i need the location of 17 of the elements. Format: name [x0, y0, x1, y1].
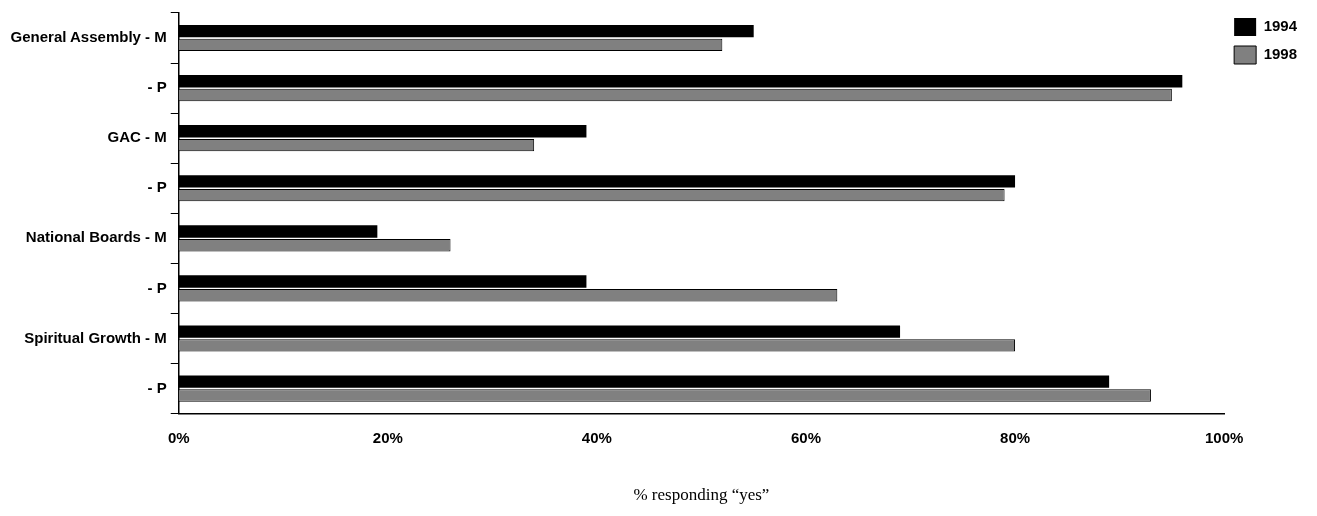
y-tick-label: National Boards - M — [25, 228, 167, 246]
x-axis-title: % responding “yes” — [633, 485, 770, 505]
x-tick-label: 0% — [167, 428, 190, 446]
x-tick-label: 60% — [790, 428, 821, 446]
y-tick-label: - P — [147, 378, 167, 396]
x-tick-label: 100% — [1204, 428, 1244, 446]
y-tick-label: - P — [147, 278, 167, 296]
x-tick-label: 40% — [581, 428, 612, 446]
y-tick-label: Spiritual Growth - M — [24, 328, 167, 346]
y-tick-label: - P — [147, 78, 167, 96]
legend-label: 1994 — [1263, 17, 1298, 35]
y-tick-label: General Assembly - M — [10, 28, 167, 46]
x-tick-label: 80% — [1000, 428, 1031, 446]
y-tick-label: GAC - M — [107, 128, 167, 146]
x-tick-label: 20% — [372, 428, 403, 446]
legend-label: 1998 — [1263, 45, 1298, 63]
y-tick-label: - P — [147, 178, 167, 196]
